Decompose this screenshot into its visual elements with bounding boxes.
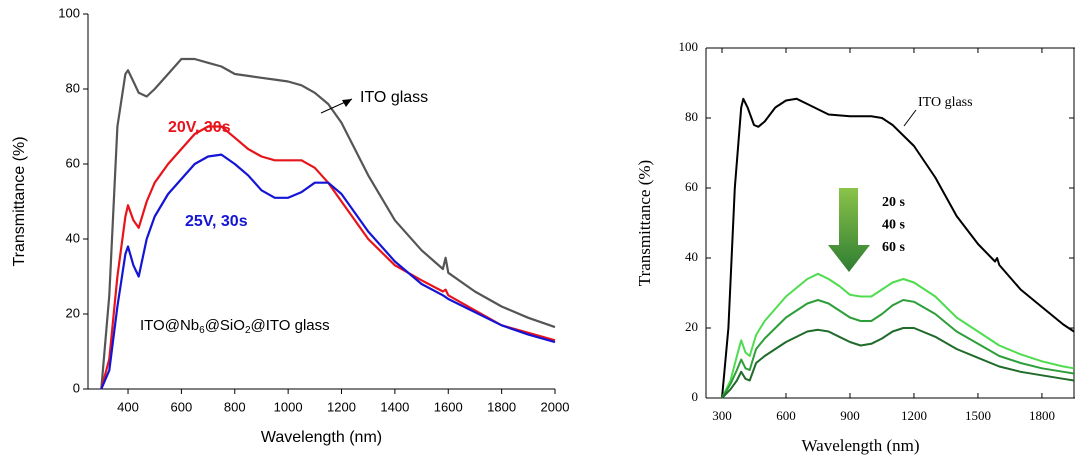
x-tick-label: 1000: [274, 399, 303, 414]
label-part: @SiO: [205, 317, 245, 334]
series-line: [721, 299, 1075, 399]
x-tick-label: 1800: [1029, 408, 1055, 423]
x-tick-label: 300: [712, 408, 732, 423]
pointer-head: [342, 99, 352, 107]
series-label: 60 s: [882, 240, 906, 255]
subscript: 6: [199, 325, 205, 336]
x-tick-label: 1500: [965, 408, 991, 423]
left-chart: 0 20 40 60 80 100 400 600 800 1000 1200 1400 1600 180…: [11, 5, 569, 446]
x-tick-label: 1200: [327, 399, 356, 414]
arrow: [828, 188, 870, 272]
sample-label: ITO@Nb6@SiO2@ITO glass: [140, 317, 330, 336]
y-tick-label: 40: [66, 230, 80, 245]
x-axis-title: Wavelength (nm): [801, 436, 919, 455]
x-axis-title: Wavelength (nm): [261, 429, 382, 446]
series-label: 40 s: [882, 218, 906, 233]
y-axis-title: Transmittance (%): [635, 160, 654, 286]
series-line: [100, 125, 556, 390]
right-chart: 0 20 40 60 80 100 300 600 900 1200 1500 1800 Wavelen…: [635, 39, 1075, 455]
x-tick-label: 400: [117, 399, 139, 414]
y-axis-title: Transmittance (%): [11, 136, 28, 266]
y-tick-label: 60: [685, 179, 698, 194]
series-label: ITO glass: [360, 89, 428, 106]
x-tick-label: 1200: [901, 408, 927, 423]
x-tick-label: 1400: [380, 399, 409, 414]
pointer: [903, 109, 917, 127]
series-line: [100, 57, 556, 390]
x-tick-label: 2000: [541, 399, 570, 414]
series-label: 20 s: [882, 195, 906, 210]
x-tick-label: 800: [224, 399, 246, 414]
label-part: @ITO glass: [251, 317, 330, 334]
y-tick-label: 100: [679, 39, 699, 54]
x-tick-label: 600: [776, 408, 796, 423]
x-tick-label: 1800: [487, 399, 516, 414]
y-tick-label: 0: [692, 389, 699, 404]
label-part: ITO@Nb: [140, 317, 199, 334]
x-tick-label: 900: [840, 408, 860, 423]
series-label: 25V, 30s: [185, 213, 248, 230]
series-label: 20V, 30s: [168, 119, 231, 136]
y-tick-label: 80: [685, 109, 698, 124]
x-tick-label: 600: [171, 399, 193, 414]
series-line: [721, 97, 1075, 399]
y-tick-label: 20: [66, 305, 80, 320]
series-label: ITO glass: [918, 95, 973, 110]
y-tick-label: 40: [685, 249, 698, 264]
y-tick-label: 60: [66, 155, 80, 170]
x-tick-label: 1600: [434, 399, 463, 414]
y-tick-label: 0: [73, 380, 80, 395]
series-line: [721, 327, 1075, 399]
y-tick-label: 80: [66, 80, 80, 95]
subscript: 2: [245, 325, 251, 336]
series-line: [100, 153, 556, 390]
y-tick-label: 100: [58, 5, 80, 20]
y-tick-label: 20: [685, 319, 698, 334]
series-line: [721, 272, 1075, 399]
